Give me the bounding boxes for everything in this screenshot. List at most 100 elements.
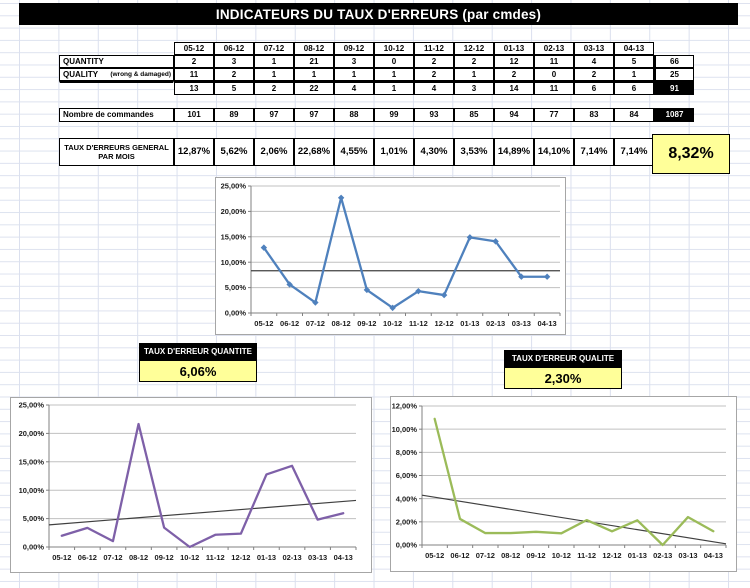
orders-value-cell[interactable]: 101 — [174, 108, 214, 122]
month-header-cell[interactable]: 05-12 — [174, 42, 214, 55]
month-header-cell[interactable]: 10-12 — [374, 42, 414, 55]
sum-cell[interactable]: 6 — [574, 81, 614, 95]
rate-value-cell[interactable]: 4,30% — [414, 138, 454, 166]
month-header-cell[interactable]: 04-13 — [614, 42, 654, 55]
rate-label-cell[interactable]: TAUX D'ERREURS GENERAL PAR MOIS — [59, 138, 174, 166]
x-axis-tick-label: 01-13 — [257, 553, 276, 562]
chart-qualite-svg: 0,00% 2,00% 4,00% 6,00% 8,00% 10,00% 12,00% 05-… — [392, 402, 727, 560]
kpi-quantite-value[interactable]: 6,06% — [139, 360, 257, 382]
value-cell[interactable]: 1 — [374, 68, 414, 81]
orders-value-cell[interactable]: 83 — [574, 108, 614, 122]
orders-label-cell[interactable]: Nombre de commandes — [59, 108, 174, 122]
row-total-cell[interactable]: 66 — [654, 55, 694, 68]
value-cell[interactable]: 3 — [214, 55, 254, 68]
sum-cell[interactable]: 3 — [454, 81, 494, 95]
data-series-line — [433, 417, 715, 547]
sum-cell[interactable]: 11 — [534, 81, 574, 95]
x-axis-tick-label: 12-12 — [602, 551, 621, 560]
month-header-cell[interactable]: 01-13 — [494, 42, 534, 55]
data-point-marker — [543, 273, 551, 280]
value-cell[interactable]: 1 — [254, 55, 294, 68]
rate-value-cell[interactable]: 7,14% — [574, 138, 614, 166]
month-header-cell[interactable]: 11-12 — [414, 42, 454, 55]
value-cell[interactable]: 1 — [614, 68, 654, 81]
trendline — [421, 494, 727, 545]
month-header-cell[interactable]: 07-12 — [254, 42, 294, 55]
sum-cell[interactable]: 6 — [614, 81, 654, 95]
value-cell[interactable]: 1 — [454, 68, 494, 81]
month-header-cell[interactable]: 06-12 — [214, 42, 254, 55]
month-header-cell[interactable]: 03-13 — [574, 42, 614, 55]
orders-value-cell[interactable]: 88 — [334, 108, 374, 122]
overall-rate-value[interactable]: 8,32% — [652, 134, 730, 174]
rate-value-cell[interactable]: 22,68% — [294, 138, 334, 166]
value-cell[interactable]: 2 — [174, 55, 214, 68]
month-header-cell[interactable]: 02-13 — [534, 42, 574, 55]
value-cell[interactable]: 11 — [534, 55, 574, 68]
orders-value-cell[interactable]: 77 — [534, 108, 574, 122]
y-axis-tick-label: 20,00% — [19, 429, 45, 438]
month-header-cell[interactable]: 08-12 — [294, 42, 334, 55]
row-label-cell[interactable]: QUANTITY — [59, 55, 174, 68]
value-cell[interactable]: 0 — [534, 68, 574, 81]
rate-value-cell[interactable]: 1,01% — [374, 138, 414, 166]
value-cell[interactable]: 4 — [574, 55, 614, 68]
rate-value-cell[interactable]: 5,62% — [214, 138, 254, 166]
rate-value-cell[interactable]: 3,53% — [454, 138, 494, 166]
sum-cell[interactable]: 1 — [374, 81, 414, 95]
orders-value-cell[interactable]: 94 — [494, 108, 534, 122]
value-cell[interactable]: 1 — [294, 68, 334, 81]
row-label-cell[interactable]: QUALITY (wrong & damaged) — [59, 68, 174, 81]
sum-cell[interactable]: 2 — [254, 81, 294, 95]
value-cell[interactable]: 5 — [614, 55, 654, 68]
data-point-marker — [440, 291, 448, 299]
month-header-cell[interactable]: 12-12 — [454, 42, 494, 55]
value-cell[interactable]: 2 — [494, 68, 534, 81]
orders-value-cell[interactable]: 89 — [214, 108, 254, 122]
value-cell[interactable]: 0 — [374, 55, 414, 68]
orders-total-cell[interactable]: 1087 — [654, 108, 694, 122]
sum-cell[interactable]: 13 — [174, 81, 214, 95]
x-axis-tick-label: 05-12 — [52, 553, 71, 562]
orders-value-cell[interactable]: 84 — [614, 108, 654, 122]
value-cell[interactable]: 11 — [174, 68, 214, 81]
x-axis-tick-label: 11-12 — [206, 553, 225, 562]
orders-value-cell[interactable]: 99 — [374, 108, 414, 122]
value-cell[interactable]: 21 — [294, 55, 334, 68]
value-cell[interactable]: 1 — [334, 68, 374, 81]
y-axis-tick-label: 0,00% — [23, 543, 45, 552]
orders-value-cell[interactable]: 97 — [294, 108, 334, 122]
sum-cell[interactable]: 14 — [494, 81, 534, 95]
rate-value-cell[interactable]: 14,89% — [494, 138, 534, 166]
value-cell[interactable]: 3 — [334, 55, 374, 68]
rate-value-cell[interactable]: 7,14% — [614, 138, 654, 166]
orders-value-cell[interactable]: 97 — [254, 108, 294, 122]
rate-value-cell[interactable]: 4,55% — [334, 138, 374, 166]
rate-value-cell[interactable]: 14,10% — [534, 138, 574, 166]
value-cell[interactable]: 1 — [254, 68, 294, 81]
sum-cell[interactable]: 4 — [414, 81, 454, 95]
orders-value-cell[interactable]: 85 — [454, 108, 494, 122]
rate-value-cell[interactable]: 12,87% — [174, 138, 214, 166]
data-point-marker — [286, 281, 293, 288]
value-cell[interactable]: 12 — [494, 55, 534, 68]
value-cell[interactable]: 2 — [414, 55, 454, 68]
value-cell[interactable]: 2 — [574, 68, 614, 81]
value-cell[interactable]: 2 — [214, 68, 254, 81]
y-axis-tick-label: 10,00% — [19, 486, 45, 495]
kpi-qualite-value[interactable]: 2,30% — [504, 367, 622, 389]
rate-value-cell[interactable]: 2,06% — [254, 138, 294, 166]
sum-cell[interactable]: 22 — [294, 81, 334, 95]
row-total-cell[interactable]: 25 — [654, 68, 694, 81]
x-axis-tick-label: 04-13 — [538, 319, 557, 328]
data-point-marker — [337, 194, 345, 201]
month-header-cell[interactable]: 09-12 — [334, 42, 374, 55]
sum-cell[interactable]: 4 — [334, 81, 374, 95]
orders-value-cell[interactable]: 93 — [414, 108, 454, 122]
sum-cell[interactable]: 5 — [214, 81, 254, 95]
grand-total-cell[interactable]: 91 — [654, 81, 694, 95]
value-cell[interactable]: 2 — [454, 55, 494, 68]
value-cell[interactable]: 2 — [414, 68, 454, 81]
data-point-marker — [518, 273, 525, 280]
